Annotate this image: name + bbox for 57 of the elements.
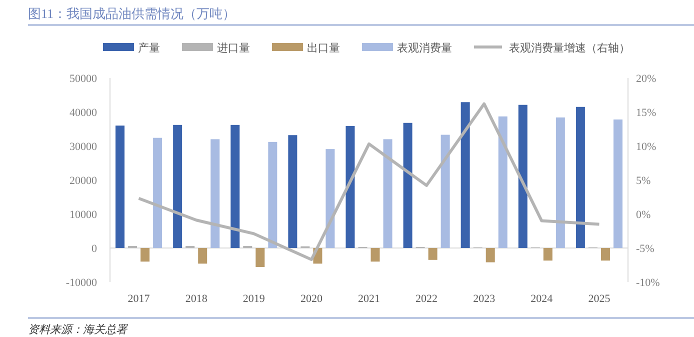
y2-tick-label: 5% [636,175,651,187]
y-tick-label: 10000 [70,209,98,221]
chart-title: 图11：我国成品油供需情况（万吨） [28,6,236,21]
bar [210,139,220,248]
bar [153,138,162,248]
bar [486,248,495,262]
y-tick-label: 40000 [70,107,98,119]
y-tick-label: 0 [92,243,98,255]
y-tick-label: 50000 [70,73,98,85]
bar [288,135,298,248]
y2-tick-label: -5% [636,243,654,255]
bar [600,248,610,261]
y-tick-label: 20000 [70,175,98,187]
line-series [137,102,601,262]
bar [268,142,278,248]
bar [383,139,392,248]
bar [198,248,208,264]
bar [460,102,470,248]
bar [403,122,412,248]
bar [256,248,265,268]
y-tick-label: 30000 [70,141,98,153]
text: 资料来源：海关总署 [28,323,128,336]
bar [518,104,528,248]
bar [140,248,150,262]
bar [370,248,380,262]
legend-label: 表观消费量 [397,42,452,54]
x-tick-label: 2025 [588,293,611,305]
x-tick-label: 2023 [473,293,496,305]
y2-tick-label: 10% [636,141,656,153]
x-tick-label: 2017 [128,293,150,305]
x-tick-label: 2018 [185,293,208,305]
y2-tick-label: -10% [636,277,660,289]
bar [613,119,622,248]
y2-tick-label: 0% [636,209,651,221]
x-tick-label: 2021 [358,293,380,305]
bar [498,116,508,248]
x-tick-label: 2019 [242,293,266,305]
x-tick-label: 2022 [416,293,438,305]
bar [230,124,240,248]
legend-label: 出口量 [307,42,340,54]
legend-label: 产量 [138,42,160,54]
y2-tick-label: 20% [636,73,656,85]
bar [346,126,355,248]
bar [173,124,182,248]
bar [440,134,450,248]
bar [556,117,565,248]
x-tick-label: 2024 [530,293,554,305]
bar [116,126,125,248]
y-tick-label: -10000 [66,277,98,289]
y2-tick-label: 15% [636,107,656,119]
bar [543,248,552,261]
bar [576,106,585,248]
bar [428,248,438,260]
x-tick-label: 2020 [300,293,323,305]
legend-label: 进口量 [217,42,250,54]
legend-label: 表观消费量增速（右轴） [509,42,630,54]
bar [326,149,335,248]
